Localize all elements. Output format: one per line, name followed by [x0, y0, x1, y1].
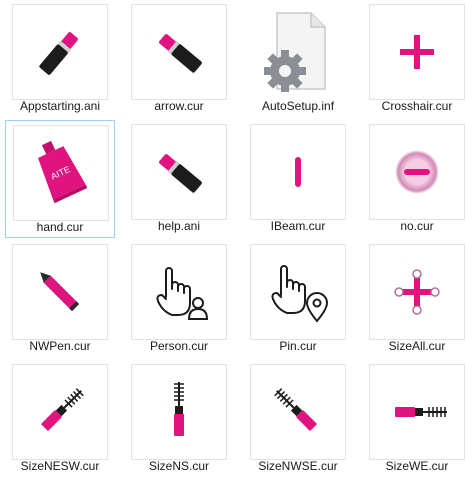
file-item-ibeam[interactable]: IBeam.cur: [243, 120, 353, 238]
thumbnail: [369, 364, 465, 460]
thumbnail: [131, 124, 227, 220]
mascara-diagonal-nw-icon: [274, 388, 317, 431]
file-item-hand[interactable]: AITE hand.cur: [5, 120, 115, 238]
move-cursor-icon: [394, 269, 440, 315]
thumbnail: [369, 4, 465, 100]
file-name: help.ani: [157, 219, 201, 233]
lipstick-cursor-icon: [39, 32, 78, 75]
file-item-help[interactable]: help.ani: [124, 120, 234, 238]
thumbnail: [131, 4, 227, 100]
file-item-sizens[interactable]: SizeNS.cur: [124, 360, 234, 478]
file-item-person[interactable]: Person.cur: [124, 240, 234, 358]
ibeam-cursor-icon: [295, 157, 301, 187]
file-name: NWPen.cur: [29, 339, 91, 353]
thumbnail: [250, 244, 346, 340]
file-name: Pin.cur: [279, 339, 317, 353]
file-name: AutoSetup.inf: [261, 99, 335, 113]
file-item-appstarting[interactable]: Appstarting.ani: [5, 0, 115, 118]
thumbnail: [250, 364, 346, 460]
file-name: arrow.cur: [154, 99, 204, 113]
crosshair-cursor-icon: [400, 35, 434, 69]
file-name: SizeNESW.cur: [20, 459, 100, 473]
lipstick-cursor-icon: [159, 34, 202, 73]
file-name: IBeam.cur: [270, 219, 326, 233]
file-item-autosetup[interactable]: AutoSetup.inf: [243, 0, 353, 118]
unavailable-cursor-icon: [395, 150, 439, 194]
thumbnail: [250, 124, 346, 220]
file-item-sizenwse[interactable]: SizeNWSE.cur: [243, 360, 353, 478]
thumbnail: [12, 364, 108, 460]
file-item-no[interactable]: no.cur: [362, 120, 472, 238]
hand-pin-cursor-icon: [271, 265, 329, 323]
file-name: SizeAll.cur: [388, 339, 446, 353]
thumbnail: [12, 4, 108, 100]
thumbnail: [369, 244, 465, 340]
file-name: SizeWE.cur: [385, 459, 449, 473]
thumbnail: [131, 364, 227, 460]
file-item-sizeall[interactable]: SizeAll.cur: [362, 240, 472, 358]
file-name: hand.cur: [36, 220, 84, 234]
thumbnail: [131, 244, 227, 340]
file-name: no.cur: [400, 219, 434, 233]
thumbnail: [12, 244, 108, 340]
mascara-vertical-icon: [174, 382, 184, 436]
file-name: SizeNWSE.cur: [258, 459, 338, 473]
thumbnail: [369, 124, 465, 220]
mascara-diagonal-ne-icon: [41, 388, 84, 431]
file-name: SizeNS.cur: [148, 459, 210, 473]
file-item-sizenesw[interactable]: SizeNESW.cur: [5, 360, 115, 478]
thumbnail: AITE: [13, 125, 109, 221]
lip-gloss-tube-icon: AITE: [38, 140, 88, 204]
file-item-sizewe[interactable]: SizeWE.cur: [362, 360, 472, 478]
pen-cursor-icon: [40, 272, 80, 312]
file-item-arrow[interactable]: arrow.cur: [124, 0, 234, 118]
lipstick-cursor-icon: [159, 154, 202, 193]
file-item-nwpen[interactable]: NWPen.cur: [5, 240, 115, 358]
mascara-horizontal-icon: [395, 407, 447, 417]
file-name: Person.cur: [149, 339, 209, 353]
thumbnail: [250, 4, 346, 100]
settings-file-icon: [264, 12, 326, 92]
file-name: Appstarting.ani: [19, 99, 101, 113]
file-item-pin[interactable]: Pin.cur: [243, 240, 353, 358]
file-item-crosshair[interactable]: Crosshair.cur: [362, 0, 472, 118]
hand-person-cursor-icon: [156, 267, 209, 320]
file-name: Crosshair.cur: [381, 99, 453, 113]
